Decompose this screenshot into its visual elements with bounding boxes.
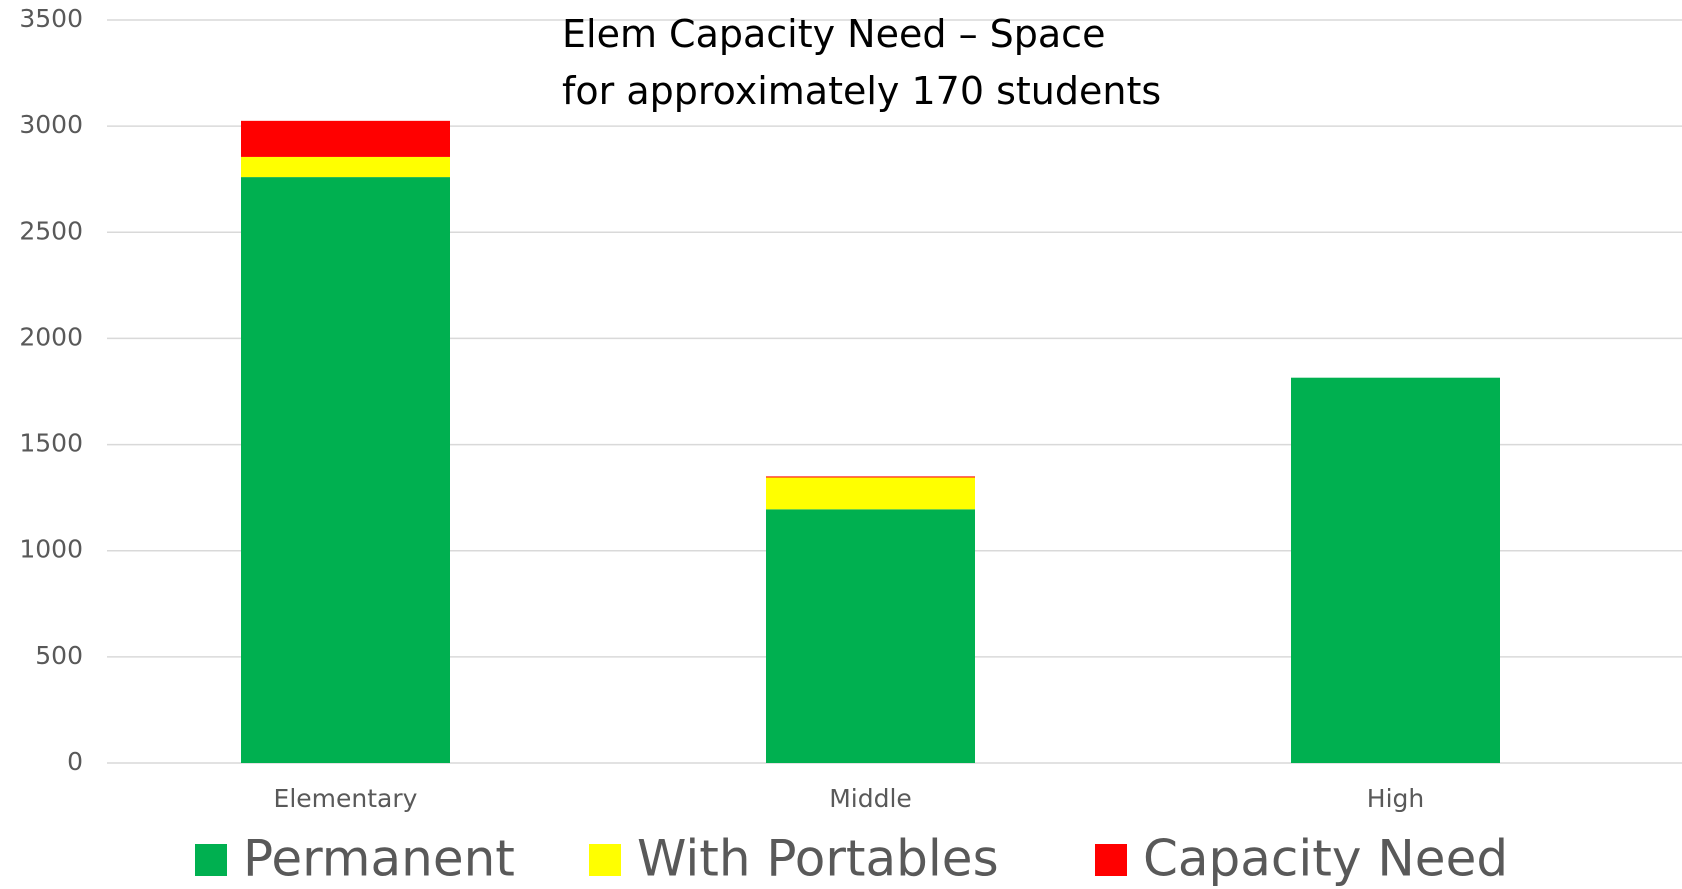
y-tick-label: 0 (67, 747, 83, 776)
y-tick-label: 1000 (19, 535, 83, 564)
y-tick-label: 500 (35, 641, 83, 670)
legend-label: Capacity Need (1143, 830, 1508, 888)
x-tick-label: High (1367, 784, 1424, 813)
legend-swatch (1095, 844, 1127, 876)
bar-segment (766, 476, 975, 478)
y-tick-label: 1500 (19, 429, 83, 458)
y-tick-label: 3000 (19, 110, 83, 139)
legend-label: Permanent (243, 830, 515, 888)
x-tick-label: Elementary (274, 784, 418, 813)
legend-label: With Portables (637, 830, 999, 888)
bar-segment (1291, 377, 1500, 763)
annotation: Elem Capacity Need – Space for approxima… (562, 12, 1162, 113)
bar-segment (766, 477, 975, 510)
bar-segment (766, 509, 975, 763)
y-tick-label: 3500 (19, 4, 83, 33)
bar-segment (241, 120, 450, 157)
x-tick-label: Middle (829, 784, 912, 813)
bar-segment (241, 177, 450, 763)
legend-swatch (589, 844, 621, 876)
y-tick-label: 2000 (19, 322, 83, 351)
y-tick-label: 2500 (19, 216, 83, 245)
legend-swatch (195, 844, 227, 876)
bar-segment (241, 156, 450, 178)
